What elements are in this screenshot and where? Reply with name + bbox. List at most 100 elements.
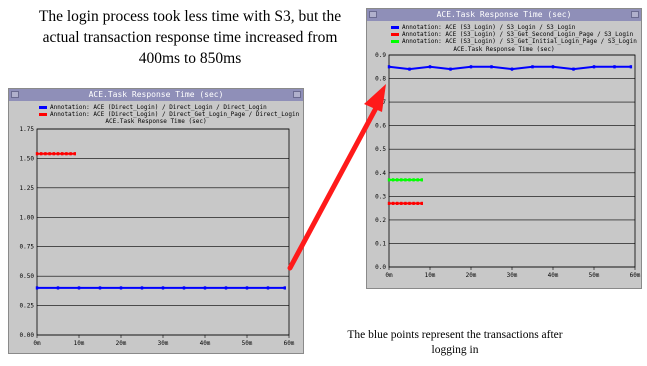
data-point <box>592 65 596 69</box>
data-point <box>404 178 407 182</box>
y-tick-label: 0.0 <box>375 264 386 271</box>
data-point <box>73 152 76 156</box>
x-tick-label: 10m <box>74 340 85 347</box>
data-point <box>408 178 411 182</box>
data-point <box>224 286 228 290</box>
data-point <box>119 286 123 290</box>
x-tick-label: 0m <box>385 272 393 279</box>
data-point <box>44 152 47 156</box>
data-point <box>396 201 399 205</box>
y-tick-label: 0.4 <box>375 170 386 177</box>
left-chart-plot: 0.00 0.25 0.50 0.75 1.00 1.25 1.50 1.75 0m 10m 20m… <box>20 126 295 347</box>
data-point <box>428 65 432 69</box>
data-point <box>449 67 452 71</box>
data-point <box>416 201 419 205</box>
y-tick-label: 1.75 <box>20 126 35 133</box>
y-tick-label: 1.50 <box>20 155 35 162</box>
legend-label: Annotation: ACE (S3_Login) / S3_Get_Seco… <box>402 31 634 38</box>
data-point <box>408 201 411 205</box>
data-point <box>391 201 395 205</box>
data-point <box>613 65 616 69</box>
data-point <box>387 178 391 182</box>
data-point <box>52 152 55 156</box>
data-point <box>48 152 51 156</box>
data-point <box>412 178 415 182</box>
data-point <box>65 152 68 156</box>
data-point <box>56 152 60 156</box>
y-tick-label: 0.1 <box>375 240 386 247</box>
window-menu-icon[interactable] <box>11 91 19 98</box>
window-maximize-icon[interactable] <box>631 11 639 18</box>
right-caption: The blue points represent the transactio… <box>347 329 563 356</box>
plot-area <box>388 54 636 268</box>
legend-label: Annotation: ACE (Direct_Login) / Direct_… <box>50 104 267 111</box>
data-point <box>404 201 407 205</box>
y-tick-label: 0.2 <box>375 217 386 224</box>
y-tick-label: 0.00 <box>20 332 35 339</box>
data-point <box>551 65 555 69</box>
x-tick-label: 40m <box>200 340 211 347</box>
data-point <box>531 65 534 69</box>
left-chart-titlebar: ACE.Task Response Time (sec) <box>9 89 303 101</box>
y-tick-label: 0.8 <box>375 76 386 83</box>
x-tick-label: 60m <box>630 272 641 279</box>
legend-label: Annotation: ACE (Direct_Login) / Direct_… <box>50 111 300 118</box>
legend-swatch <box>391 33 399 36</box>
data-point <box>283 286 286 290</box>
x-tick-label: 40m <box>548 272 559 279</box>
right-chart-window: ACE.Task Response Time (sec) Annotation:… <box>366 8 642 289</box>
data-point <box>40 152 43 156</box>
y-tick-label: 0.75 <box>20 244 35 251</box>
data-point <box>35 152 39 156</box>
y-tick-label: 0.9 <box>375 52 386 59</box>
data-point <box>77 286 81 290</box>
left-chart-window: ACE.Task Response Time (sec) Annotation:… <box>8 88 304 354</box>
legend-entry: Annotation: ACE (Direct_Login) / Direct_… <box>39 111 301 118</box>
window-maximize-icon[interactable] <box>293 91 301 98</box>
data-point <box>572 67 575 71</box>
data-point <box>629 65 633 69</box>
y-tick-label: 0.7 <box>375 99 386 106</box>
y-tick-label: 0.50 <box>20 273 35 280</box>
legend-swatch <box>39 106 47 109</box>
x-tick-label: 60m <box>284 340 295 347</box>
x-tick-label: 20m <box>466 272 477 279</box>
data-point <box>416 178 419 182</box>
data-point <box>396 178 399 182</box>
legend-label: Annotation: ACE (S3_Login) / S3_Get_Init… <box>402 38 637 45</box>
left-window-title: ACE.Task Response Time (sec) <box>88 90 224 99</box>
data-point <box>98 286 102 290</box>
x-tick-label: 30m <box>158 340 169 347</box>
data-point <box>56 286 60 290</box>
data-point <box>408 67 411 71</box>
right-chart-plot: 0.0 0.1 0.2 0.3 0.4 0.5 0.6 0.7 0.8 0.9 0m 10m 20m 30… <box>375 52 641 279</box>
data-point <box>161 286 165 290</box>
right-legend: Annotation: ACE (S3_Login) / S3_Login / … <box>391 24 641 45</box>
left-caption: The login process took less time with S3… <box>38 8 342 67</box>
data-point <box>245 286 249 290</box>
right-chart-titlebar: ACE.Task Response Time (sec) <box>367 9 641 21</box>
legend-swatch <box>39 113 47 116</box>
data-point <box>420 201 423 205</box>
right-window-title: ACE.Task Response Time (sec) <box>436 10 572 19</box>
legend-entry: Annotation: ACE (S3_Login) / S3_Get_Seco… <box>391 31 641 38</box>
data-point <box>510 67 514 71</box>
data-point <box>203 286 207 290</box>
data-point <box>61 152 64 156</box>
y-tick-label: 0.25 <box>20 303 35 310</box>
legend-swatch <box>391 40 399 43</box>
data-point <box>35 286 39 290</box>
y-tick-label: 0.6 <box>375 123 386 130</box>
x-tick-label: 10m <box>425 272 436 279</box>
data-point <box>387 201 391 205</box>
x-tick-label: 50m <box>589 272 600 279</box>
left-legend: Annotation: ACE (Direct_Login) / Direct_… <box>39 104 301 118</box>
x-tick-label: 50m <box>242 340 253 347</box>
plot-area <box>36 128 290 336</box>
y-tick-label: 1.25 <box>20 185 35 192</box>
window-menu-icon[interactable] <box>369 11 377 18</box>
data-point <box>412 201 415 205</box>
left-chart-title: ACE.Task Response Time (sec) <box>105 118 207 125</box>
data-point <box>400 201 403 205</box>
data-point <box>140 286 144 290</box>
